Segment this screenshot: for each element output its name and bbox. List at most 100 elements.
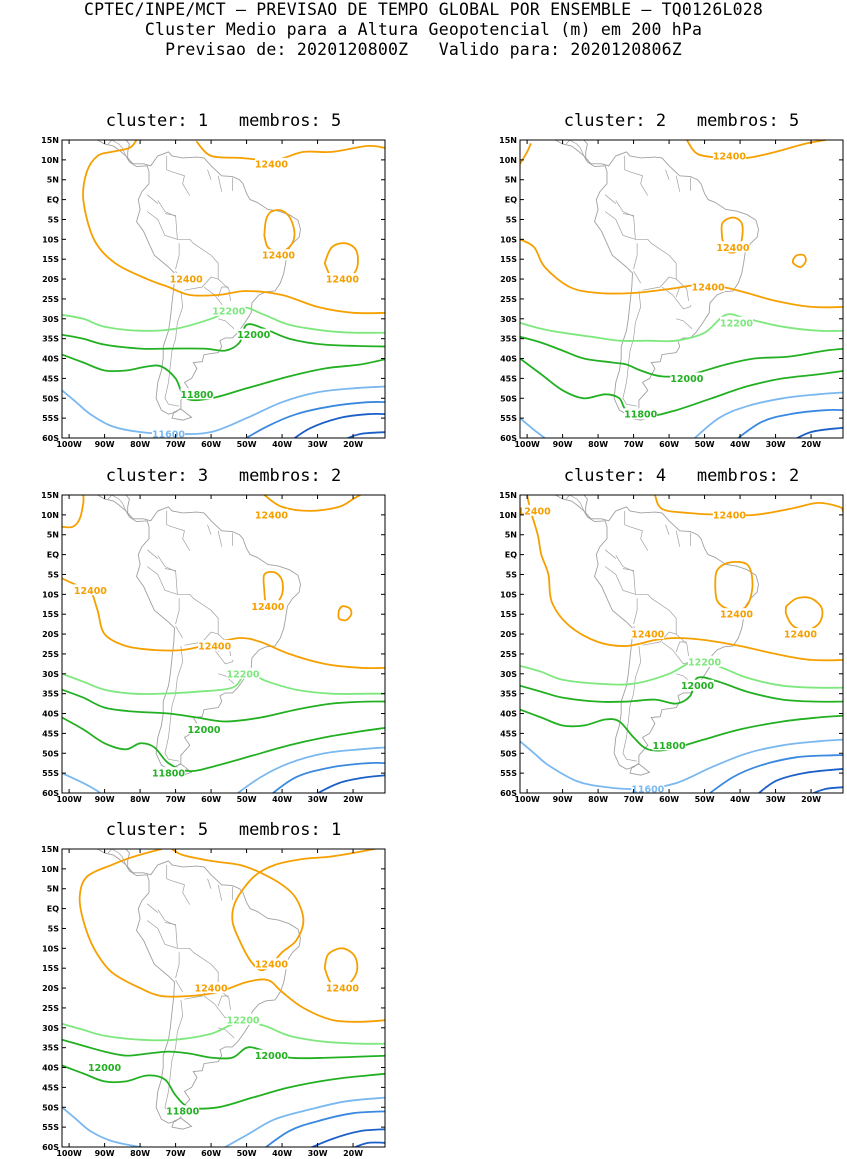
main-title-line2: Cluster Medio para a Altura Geopotencial… — [144, 20, 703, 39]
members-count: 5 — [330, 111, 342, 131]
lon-label: 70W — [624, 795, 644, 804]
contour-label: 12200 — [688, 657, 721, 668]
country-border — [217, 995, 229, 1007]
contour-label: 12400 — [255, 510, 288, 521]
country-border — [565, 495, 588, 516]
lon-label: 70W — [166, 440, 186, 449]
contour-label-bg — [198, 639, 232, 651]
cluster-word: cluster: — [105, 111, 198, 131]
contour-label-bg — [237, 328, 271, 340]
cluster-number: 3 — [197, 466, 239, 486]
members-word: membros: — [238, 820, 331, 840]
members-word: membros: — [238, 111, 331, 131]
lon-label: 60W — [659, 440, 679, 449]
lat-label: 20S — [42, 275, 59, 284]
lat-label: 10S — [42, 944, 59, 953]
country-border — [604, 549, 617, 559]
lat-label: 45S — [500, 729, 517, 738]
map-background — [62, 849, 385, 1147]
lat-label: 40S — [42, 710, 59, 719]
contour-label: 12400 — [326, 984, 359, 995]
country-border — [633, 598, 638, 625]
contour-label-bg — [254, 508, 288, 520]
lon-label: 80W — [130, 440, 150, 449]
lat-label: 15N — [41, 136, 59, 145]
lat-label: 5S — [48, 215, 60, 224]
country-border — [146, 194, 159, 204]
contour-label-bg — [720, 608, 754, 620]
panel-title-cluster-1: cluster: 1 membros: 5 — [62, 111, 385, 131]
lat-label: 25S — [42, 650, 59, 659]
lat-label: 5N — [505, 176, 517, 185]
contour-line-12400 — [263, 495, 362, 512]
contour-label: 12400 — [198, 641, 231, 652]
lat-label: 5S — [48, 924, 60, 933]
lon-label: 30W — [308, 795, 328, 804]
lon-label: 70W — [166, 1149, 186, 1158]
contour-line-12200 — [520, 313, 843, 343]
contour-line-12400 — [337, 605, 353, 622]
map-frame — [519, 139, 844, 439]
lat-label: 25S — [42, 1004, 59, 1013]
contour-label: 12400 — [713, 151, 746, 162]
map-panel-cluster-5: 12400 12400 12400 12200 12000 12000 11800 15N 10… — [28, 845, 389, 1159]
contour-line-11800 — [62, 1064, 385, 1110]
contour-label-bg — [712, 149, 746, 161]
members-word: membros: — [696, 111, 789, 131]
contour-label: 12400 — [720, 610, 753, 621]
country-border — [175, 243, 180, 270]
contour-label: 12200 — [720, 318, 753, 329]
country-border — [633, 243, 638, 270]
contour-line-12400 — [654, 495, 843, 517]
contour-line-12000 — [520, 335, 843, 378]
country-border — [624, 510, 649, 551]
lat-label: 5N — [47, 885, 59, 894]
country-border — [604, 194, 617, 204]
cluster-number: 5 — [197, 820, 239, 840]
country-border — [166, 864, 191, 905]
contour-line-12000 — [62, 688, 385, 723]
country-border — [207, 878, 212, 889]
lat-label: 5S — [48, 570, 60, 579]
lat-label: 60S — [42, 1143, 59, 1152]
lat-label: 10S — [500, 590, 517, 599]
contour-label: 12400 — [716, 243, 749, 254]
country-border — [675, 641, 687, 653]
coastline — [96, 140, 301, 415]
contour-label: 11800 — [624, 410, 657, 421]
members-count: 5 — [788, 111, 800, 131]
lon-label: 90W — [553, 795, 573, 804]
contour-label-bg — [166, 1105, 200, 1117]
lat-label: 30S — [500, 315, 517, 324]
lon-label: 40W — [272, 440, 292, 449]
contour-line-11200 — [811, 786, 843, 793]
cluster-word: cluster: — [105, 820, 198, 840]
contour-label-bg — [670, 372, 704, 384]
lon-label: 20W — [801, 440, 821, 449]
lat-label: 25S — [42, 295, 59, 304]
lat-label: 10S — [42, 235, 59, 244]
cluster-word: cluster: — [563, 111, 656, 131]
coastline — [96, 849, 301, 1124]
lon-label: 70W — [624, 440, 644, 449]
contour-line-12400 — [784, 596, 824, 632]
lat-label: 10N — [41, 865, 59, 874]
country-border — [218, 318, 235, 329]
lat-label: 30S — [42, 315, 59, 324]
cluster-number: 2 — [655, 111, 697, 131]
contour-line-12400 — [520, 238, 843, 309]
country-border — [164, 290, 184, 407]
lon-label: 40W — [272, 1149, 292, 1158]
country-border — [604, 211, 636, 240]
lat-label: 55S — [42, 769, 59, 778]
country-border — [615, 555, 634, 572]
lat-label: EQ — [47, 905, 59, 914]
contour-line-11600 — [236, 746, 385, 793]
map-frame — [61, 848, 386, 1148]
country-border — [146, 920, 178, 949]
country-border — [184, 631, 219, 646]
lat-label: 15S — [42, 255, 59, 264]
country-border — [676, 318, 693, 329]
lon-label: 100W — [56, 1149, 82, 1158]
country-border — [184, 276, 219, 291]
